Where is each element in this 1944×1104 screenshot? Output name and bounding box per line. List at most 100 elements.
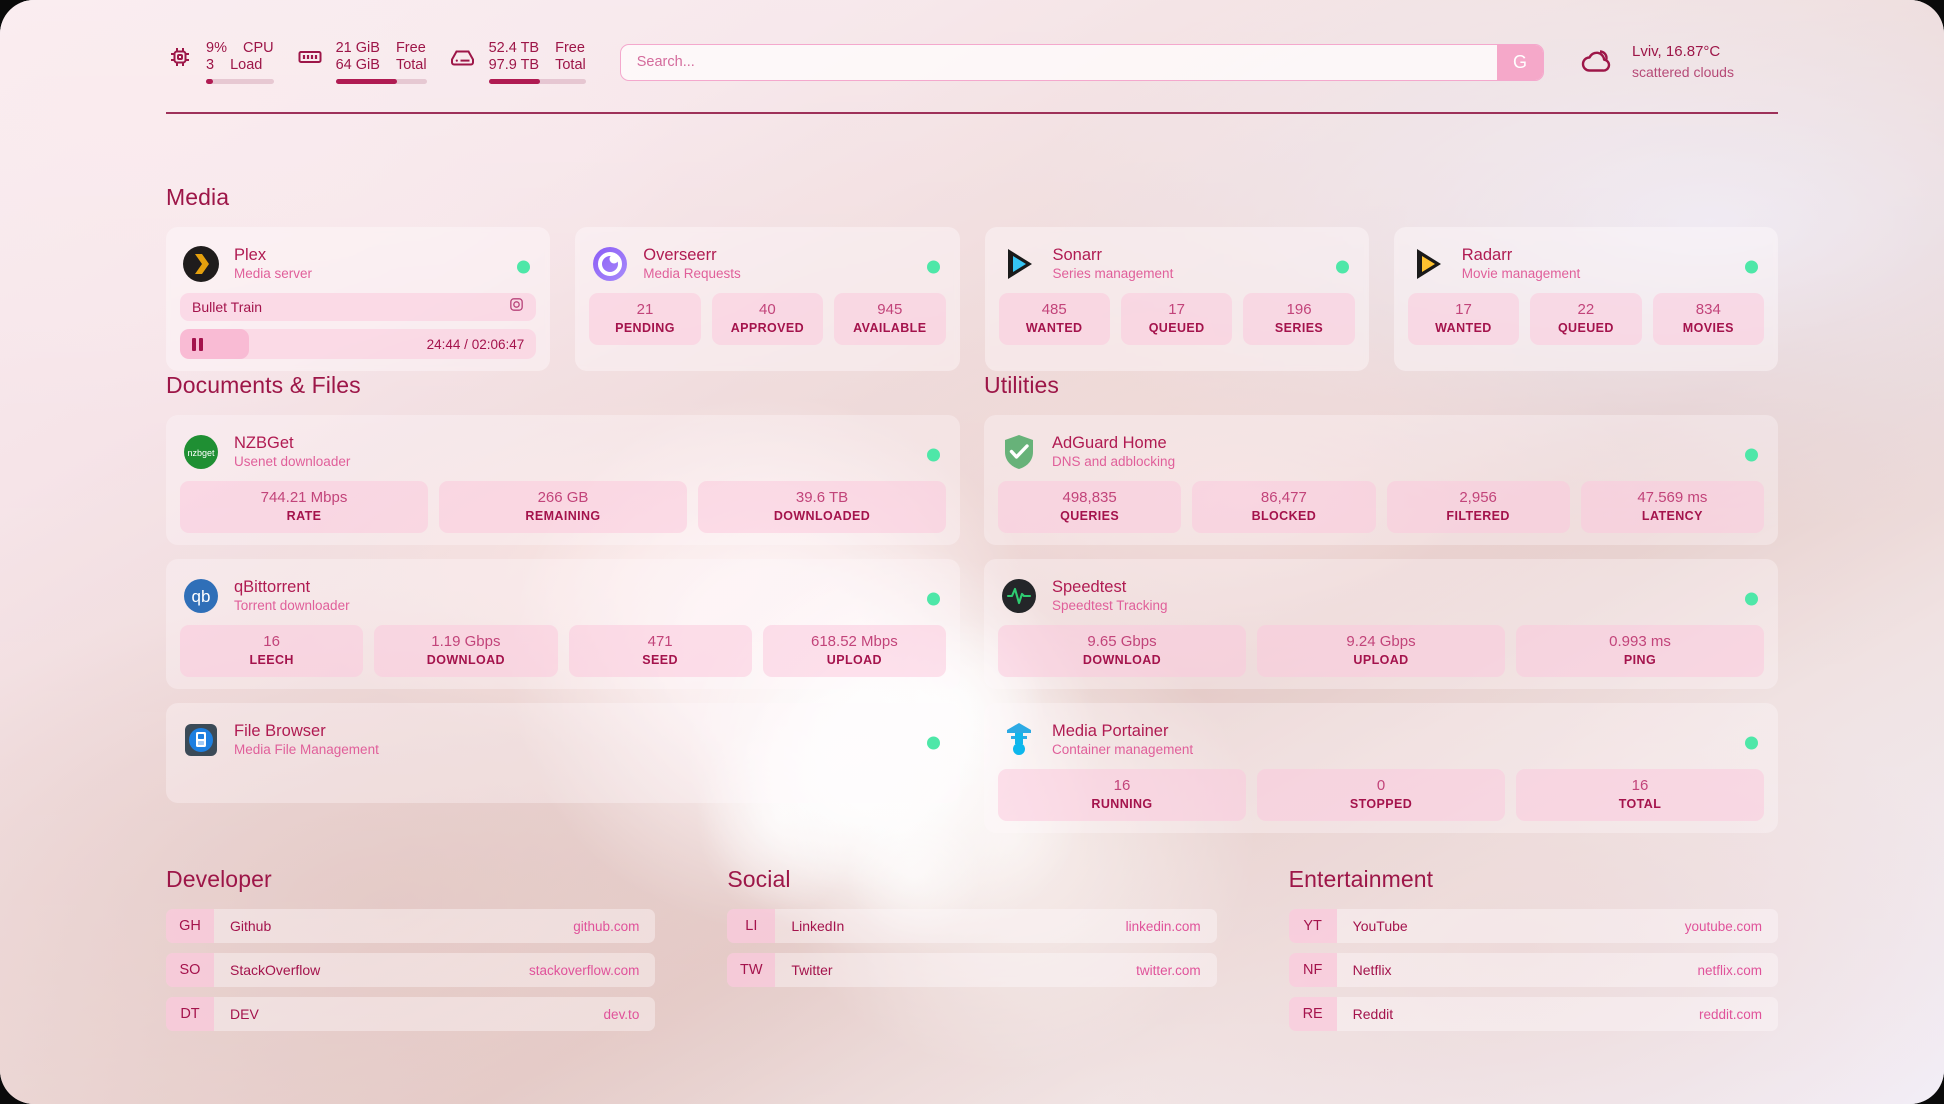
stat-tiles: 485 WANTED 17 QUEUED 196 SERIES bbox=[998, 293, 1355, 345]
bookmark-item[interactable]: LI LinkedIn linkedin.com bbox=[727, 909, 1217, 943]
stat-label-top: Free bbox=[555, 40, 585, 56]
stat-tile-label: UPLOAD bbox=[1353, 653, 1409, 667]
stat-tile-label: QUERIES bbox=[1060, 509, 1120, 523]
cast-icon[interactable] bbox=[509, 297, 524, 317]
stat-tile[interactable]: 618.52 Mbps UPLOAD bbox=[762, 625, 946, 677]
stat-tile[interactable]: 86,477 BLOCKED bbox=[1192, 481, 1376, 533]
cloud-icon bbox=[1578, 45, 1618, 80]
bookmark-item[interactable]: SO StackOverflow stackoverflow.com bbox=[166, 953, 656, 987]
card-header: qb qBittorrent Torrent downloader bbox=[180, 573, 946, 625]
status-indicator-online bbox=[927, 592, 940, 606]
service-subtitle: Media File Management bbox=[234, 742, 379, 757]
radarr-logo-icon bbox=[1410, 245, 1448, 283]
stat-tile[interactable]: 9.65 Gbps DOWNLOAD bbox=[998, 625, 1246, 677]
stat-tile[interactable]: 21 PENDING bbox=[589, 293, 701, 345]
system-stat-ram: 21 GiB Free 64 GiB Total bbox=[296, 40, 427, 84]
card-header: Media Portainer Container management bbox=[998, 717, 1764, 769]
bookmark-name: StackOverflow bbox=[230, 962, 321, 978]
service-card-nzbget[interactable]: nzbget NZBGet Usenet downloader 744.21 Mbps… bbox=[166, 415, 960, 545]
header-divider bbox=[166, 112, 1778, 114]
stat-tile-label: RATE bbox=[286, 509, 322, 523]
stat-tile[interactable]: 471 SEED bbox=[568, 625, 752, 677]
stat-tile[interactable]: 834 MOVIES bbox=[1652, 293, 1765, 345]
service-card-adguard-home[interactable]: AdGuard Home DNS and adblocking 498,835 QUE… bbox=[984, 415, 1778, 545]
service-card-qbittorrent[interactable]: qb qBittorrent Torrent downloader 16 LEECH 1.… bbox=[166, 559, 960, 689]
stat-tiles: 16 RUNNING 0 STOPPED 16 TOTAL bbox=[998, 769, 1764, 821]
card-header: Sonarr Series management bbox=[999, 241, 1355, 293]
stat-tile[interactable]: 744.21 Mbps RATE bbox=[180, 481, 428, 533]
bookmark-abbr: NF bbox=[1288, 953, 1337, 987]
service-card-file-browser[interactable]: File Browser Media File Management bbox=[166, 703, 960, 803]
stat-tile-label: WANTED bbox=[1025, 321, 1083, 335]
stat-tile-value: 9.24 Gbps bbox=[1346, 633, 1416, 650]
stat-tile[interactable]: 17 QUEUED bbox=[1120, 293, 1233, 345]
service-name: Media Portainer bbox=[1052, 722, 1169, 740]
stat-value-top: 9% bbox=[206, 40, 227, 56]
service-card-speedtest[interactable]: Speedtest Speedtest Tracking 9.65 Gbps DOWN… bbox=[984, 559, 1778, 689]
pause-icon[interactable] bbox=[192, 337, 203, 351]
stat-tile[interactable]: 0.993 ms PING bbox=[1516, 625, 1764, 677]
service-card-overseerr[interactable]: Overseerr Media Requests 21 PENDING 40 APPROV… bbox=[575, 227, 960, 371]
stat-tile[interactable]: 498,835 QUERIES bbox=[998, 481, 1182, 533]
status-indicator-online bbox=[1745, 736, 1758, 750]
search-submit-button[interactable]: G bbox=[1497, 44, 1543, 80]
stat-tile[interactable]: 9.24 Gbps UPLOAD bbox=[1257, 625, 1505, 677]
bookmark-name: Github bbox=[230, 918, 272, 934]
stat-tile[interactable]: 40 APPROVED bbox=[711, 293, 824, 345]
card-header: File Browser Media File Management bbox=[180, 717, 946, 769]
stat-tile-value: 16 bbox=[1631, 777, 1649, 794]
service-card-plex[interactable]: Plex Media server Bullet Train 24:44 / 02:0… bbox=[166, 227, 551, 371]
stat-tile-value: 0 bbox=[1376, 777, 1386, 794]
stat-tile[interactable]: 2,956 FILTERED bbox=[1386, 481, 1570, 533]
stat-tile-label: BLOCKED bbox=[1251, 509, 1317, 523]
stat-tile-label: DOWNLOAD bbox=[1082, 653, 1162, 667]
stat-tile[interactable]: 39.6 TB DOWNLOADED bbox=[698, 481, 946, 533]
stat-tile[interactable]: 266 GB REMAINING bbox=[439, 481, 687, 533]
stat-label-top: Free bbox=[395, 40, 426, 56]
search-input[interactable] bbox=[620, 44, 1497, 80]
bookmark-item[interactable]: GH Github github.com bbox=[166, 909, 656, 943]
service-card-sonarr[interactable]: Sonarr Series management 485 WANTED 17 QUEUED… bbox=[984, 227, 1369, 371]
status-indicator-online bbox=[1745, 260, 1758, 274]
stat-tile[interactable]: 16 TOTAL bbox=[1516, 769, 1764, 821]
search-bar[interactable]: G bbox=[619, 43, 1544, 81]
overseerr-logo-icon bbox=[591, 245, 629, 283]
service-subtitle: Movie management bbox=[1461, 266, 1581, 281]
stat-progress-bar bbox=[335, 79, 427, 84]
stat-tile[interactable]: 945 AVAILABLE bbox=[834, 293, 946, 345]
bookmark-name: Netflix bbox=[1352, 962, 1392, 978]
stat-tile[interactable]: 17 WANTED bbox=[1407, 293, 1520, 345]
service-name: Overseerr bbox=[643, 246, 717, 264]
card-header: Plex Media server bbox=[180, 241, 536, 293]
stat-tile-label: RUNNING bbox=[1091, 797, 1153, 811]
stat-tile[interactable]: 22 QUEUED bbox=[1530, 293, 1642, 345]
stat-tile[interactable]: 47.569 ms LATENCY bbox=[1580, 481, 1764, 533]
stat-tile[interactable]: 196 SERIES bbox=[1243, 293, 1355, 345]
stat-tile[interactable]: 16 RUNNING bbox=[998, 769, 1246, 821]
bookmark-item[interactable]: TW Twitter twitter.com bbox=[727, 953, 1217, 987]
bookmark-item[interactable]: RE Reddit reddit.com bbox=[1288, 997, 1778, 1031]
stat-tile-value: 21 bbox=[636, 301, 654, 318]
bookmark-abbr: TW bbox=[727, 953, 776, 987]
service-card-radarr[interactable]: Radarr Movie management 17 WANTED 22 QUEUED 83… bbox=[1393, 227, 1778, 371]
bookmark-item[interactable]: DT DEV dev.to bbox=[166, 997, 656, 1031]
stat-tile[interactable]: 0 STOPPED bbox=[1257, 769, 1505, 821]
now-playing-row: Bullet Train bbox=[180, 293, 537, 321]
system-stat-cpu: 9% CPU 3 Load bbox=[166, 40, 274, 84]
utilities-section: Utilities AdGuard Home DNS and adblocking… bbox=[984, 372, 1778, 833]
stat-tile-value: 485 bbox=[1041, 301, 1067, 318]
bookmark-abbr: DT bbox=[166, 997, 214, 1031]
stat-progress-bar bbox=[488, 79, 586, 84]
now-playing-progress[interactable]: 24:44 / 02:06:47 bbox=[180, 329, 537, 359]
bookmark-item[interactable]: YT YouTube youtube.com bbox=[1288, 909, 1778, 943]
stat-tile[interactable]: 1.19 Gbps DOWNLOAD bbox=[374, 625, 558, 677]
stat-tile[interactable]: 485 WANTED bbox=[998, 293, 1110, 345]
service-card-media-portainer[interactable]: Media Portainer Container management 16 RUN… bbox=[984, 703, 1778, 833]
bookmark-item[interactable]: NF Netflix netflix.com bbox=[1288, 953, 1778, 987]
stat-tile-value: 196 bbox=[1286, 301, 1312, 318]
top-bar: 9% CPU 3 Load 21 GiB Free 64 GiB Total 52.4 TB Fr… bbox=[166, 26, 1778, 98]
service-name: Radarr bbox=[1461, 246, 1513, 264]
status-indicator-online bbox=[1335, 260, 1349, 274]
stat-tile[interactable]: 16 LEECH bbox=[180, 625, 364, 677]
service-subtitle: DNS and adblocking bbox=[1052, 454, 1176, 469]
